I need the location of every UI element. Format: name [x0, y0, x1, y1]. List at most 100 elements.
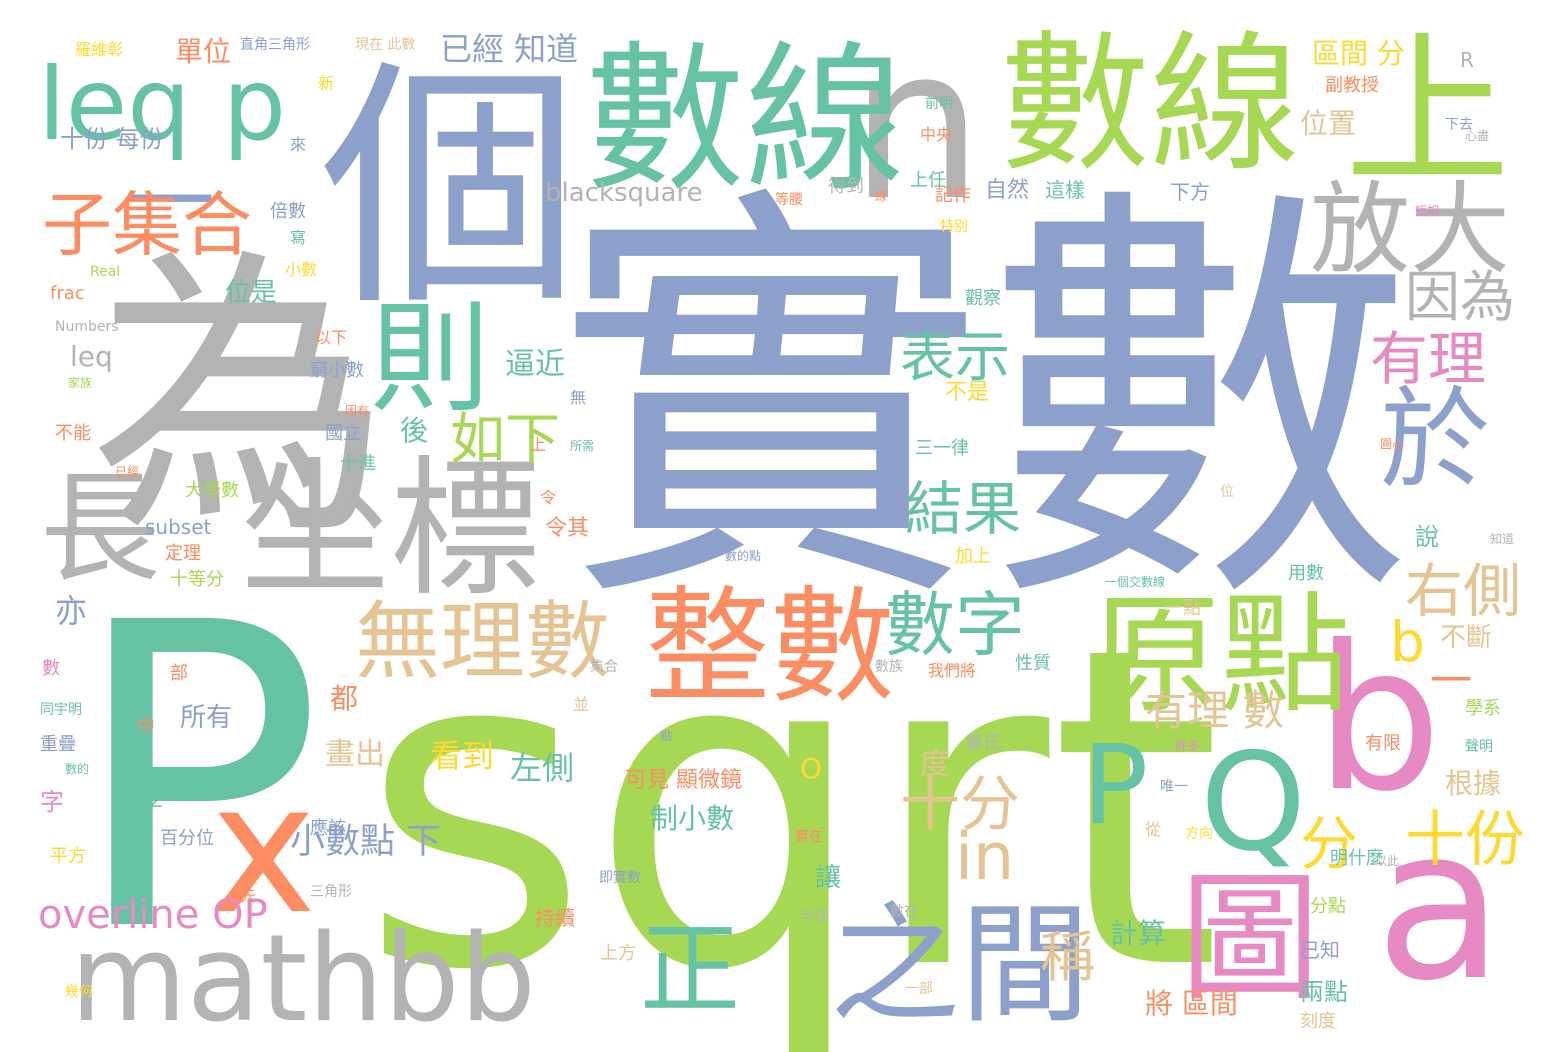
cloud-word: 右側 — [1405, 557, 1522, 625]
cloud-word: 寫 — [290, 228, 307, 247]
cloud-word: R — [1460, 48, 1474, 72]
cloud-word: Real — [90, 264, 121, 280]
cloud-word: 矩相 — [1415, 204, 1440, 218]
cloud-word: 分點 — [1310, 896, 1346, 917]
cloud-word: 後 — [400, 414, 429, 447]
cloud-word: 小數 — [285, 260, 318, 279]
cloud-word: 十份 每份 — [60, 125, 164, 153]
cloud-word: 有理 數 — [1145, 686, 1285, 735]
cloud-word: 數在 — [890, 904, 918, 920]
cloud-word: 國立 — [325, 423, 361, 444]
cloud-word: 之間 — [830, 889, 1091, 1041]
cloud-word: 部 — [170, 663, 188, 684]
cloud-word: 上 — [530, 435, 547, 454]
cloud-word: 中央 — [920, 125, 953, 144]
cloud-word: O — [800, 752, 823, 785]
cloud-word: 新 — [318, 74, 335, 93]
cloud-word: 計算 — [1110, 917, 1167, 950]
cloud-word: 數字 — [885, 584, 1025, 666]
cloud-word: 以下 — [315, 328, 348, 347]
cloud-word: 即實數 — [599, 870, 641, 886]
cloud-word: 於 — [1380, 376, 1490, 504]
cloud-word: 亦 — [55, 592, 88, 630]
cloud-word: 等腰 — [775, 192, 803, 208]
cloud-word: 已經 知道 — [440, 30, 579, 68]
cloud-word: 所有 — [180, 703, 233, 733]
cloud-word: 左側 — [510, 749, 575, 787]
cloud-word: 如下 — [450, 407, 561, 471]
cloud-word: 實在 — [795, 829, 823, 845]
cloud-word: 子集合 — [42, 184, 252, 266]
cloud-word: 可見 顯微鏡 — [625, 768, 742, 793]
cloud-word: 學系 — [1465, 698, 1501, 719]
cloud-word: frac — [50, 283, 85, 304]
cloud-word: Z — [150, 791, 163, 812]
cloud-word: 性質 — [1015, 653, 1051, 674]
cloud-word: mathbb — [70, 910, 536, 1049]
cloud-word: 制小數 — [650, 802, 735, 835]
cloud-word: 逼近 — [505, 347, 565, 382]
cloud-word: 特別 — [940, 219, 968, 235]
cloud-word: 家族 — [68, 376, 93, 390]
cloud-word: 畫出 — [325, 737, 385, 772]
cloud-word: 令其 — [545, 516, 590, 541]
cloud-word: 十進 — [340, 453, 376, 474]
cloud-word: n — [850, 2, 984, 247]
cloud-word: 先 — [240, 886, 257, 905]
cloud-word: leq p — [38, 46, 287, 163]
cloud-word: 不是 — [945, 380, 990, 405]
cloud-word: 窮小數 — [310, 360, 364, 381]
cloud-word: 聲明 — [1465, 739, 1493, 755]
cloud-word: 來 — [290, 135, 307, 154]
cloud-word: x — [210, 745, 317, 954]
cloud-word: P — [70, 535, 324, 1024]
cloud-word: 一點 — [1165, 598, 1201, 619]
cloud-word: 度 — [920, 747, 950, 782]
cloud-word: 十等分 — [170, 569, 224, 590]
cloud-word: 個 — [320, 39, 580, 341]
cloud-word: 下方 — [1170, 180, 1210, 204]
cloud-word: 前明 — [925, 96, 953, 112]
cloud-word: 畢氏 — [965, 733, 1001, 754]
cloud-word: 以此 — [1375, 854, 1400, 868]
cloud-word: 自然 — [985, 178, 1030, 203]
cloud-word: 放大 — [1310, 171, 1510, 288]
cloud-word: blacksquare — [545, 178, 703, 208]
cloud-word: 一 — [1430, 656, 1473, 705]
cloud-word: 觀察 — [965, 288, 1001, 309]
cloud-word: 小數點 下 — [290, 822, 442, 862]
cloud-word: 上任 — [910, 170, 946, 191]
cloud-word: 上方 — [600, 943, 636, 964]
cloud-word: 許多 — [1175, 739, 1200, 753]
cloud-word: 表示 — [900, 325, 1011, 389]
cloud-word: 記作 — [935, 185, 971, 206]
cloud-word: 不斷 — [1440, 623, 1493, 653]
cloud-word: 集合 — [590, 659, 618, 675]
cloud-word: 下去 — [1445, 117, 1473, 133]
cloud-word: 倍數 — [270, 201, 306, 222]
cloud-word: 坐標 — [240, 443, 541, 617]
cloud-word: 令 — [540, 488, 557, 507]
cloud-word: 位置 — [1300, 107, 1357, 140]
cloud-word: 無 — [570, 388, 587, 407]
cloud-word: 線 — [875, 189, 888, 203]
cloud-word: 幾何 — [65, 984, 93, 1000]
cloud-word: 已知 — [1300, 938, 1340, 962]
cloud-word: in — [955, 820, 1015, 895]
cloud-word: 區間 分 — [1312, 37, 1405, 70]
cloud-word: 正 — [640, 911, 740, 1028]
cloud-word: sqrt — [360, 554, 1222, 1052]
cloud-word: 我們將 — [928, 661, 977, 680]
cloud-word: 數 — [42, 658, 60, 679]
cloud-word: overline OP — [38, 892, 268, 938]
cloud-word: 原點 — [1090, 579, 1351, 731]
cloud-word: 唯一 — [1160, 779, 1188, 795]
cloud-word: Q — [1200, 724, 1307, 881]
cloud-word: 不能 — [55, 423, 91, 444]
cloud-word: 知道 — [1490, 532, 1515, 546]
cloud-word: 數族 — [875, 659, 903, 675]
cloud-word: 數的點 — [725, 549, 762, 563]
cloud-word: P — [1082, 721, 1149, 849]
cloud-word: 持續 — [535, 906, 575, 930]
